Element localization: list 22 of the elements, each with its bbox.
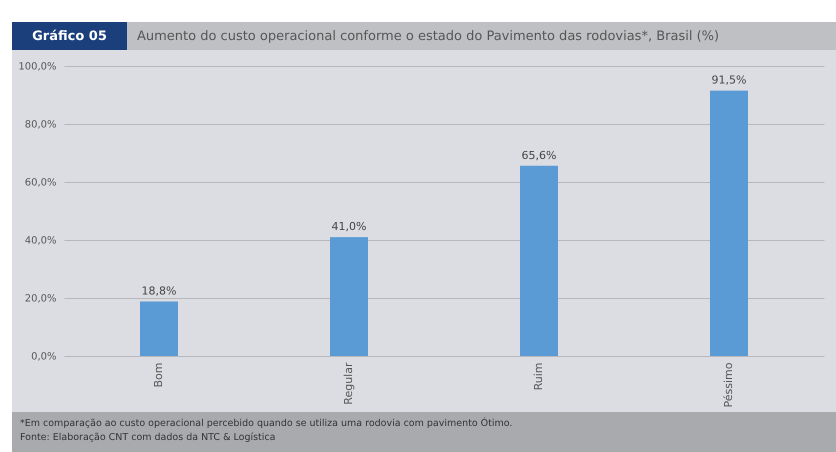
x-tick-label: Regular	[342, 362, 355, 405]
y-tick-label: 20,0%	[24, 294, 56, 304]
x-tick-label: Bom	[152, 362, 165, 388]
x-tick-label: Péssimo	[722, 362, 735, 408]
chart-subtitle: Gráfico 05	[12, 22, 127, 50]
y-tick-label: 80,0%	[24, 120, 56, 130]
data-label: 18,8%	[142, 284, 176, 298]
data-label: 41,0%	[332, 220, 366, 234]
bar	[520, 166, 558, 356]
y-tick-label: 0,0%	[31, 352, 56, 362]
y-tick-label: 100,0%	[18, 62, 56, 72]
source-note: Fonte: Elaboração CNT com dados da NTC & Logística	[20, 431, 276, 445]
y-tick-label: 60,0%	[24, 178, 56, 188]
text: *Em comparação ao custo operacional percebido quando se utiliza uma rodovia com pavimento Ótimo.	[20, 417, 514, 431]
y-tick-label: 40,0%	[24, 236, 56, 246]
chart-title: Aumento do custo operacional conforme o estado do Pavimento das rodovias*, Brasil (%)	[136, 28, 720, 46]
bar	[330, 237, 368, 356]
x-tick-label: Ruim	[532, 362, 545, 390]
bar	[710, 90, 748, 356]
data-label: 91,5%	[712, 74, 746, 87]
bar	[140, 301, 178, 356]
data-label: 65,6%	[522, 148, 556, 162]
